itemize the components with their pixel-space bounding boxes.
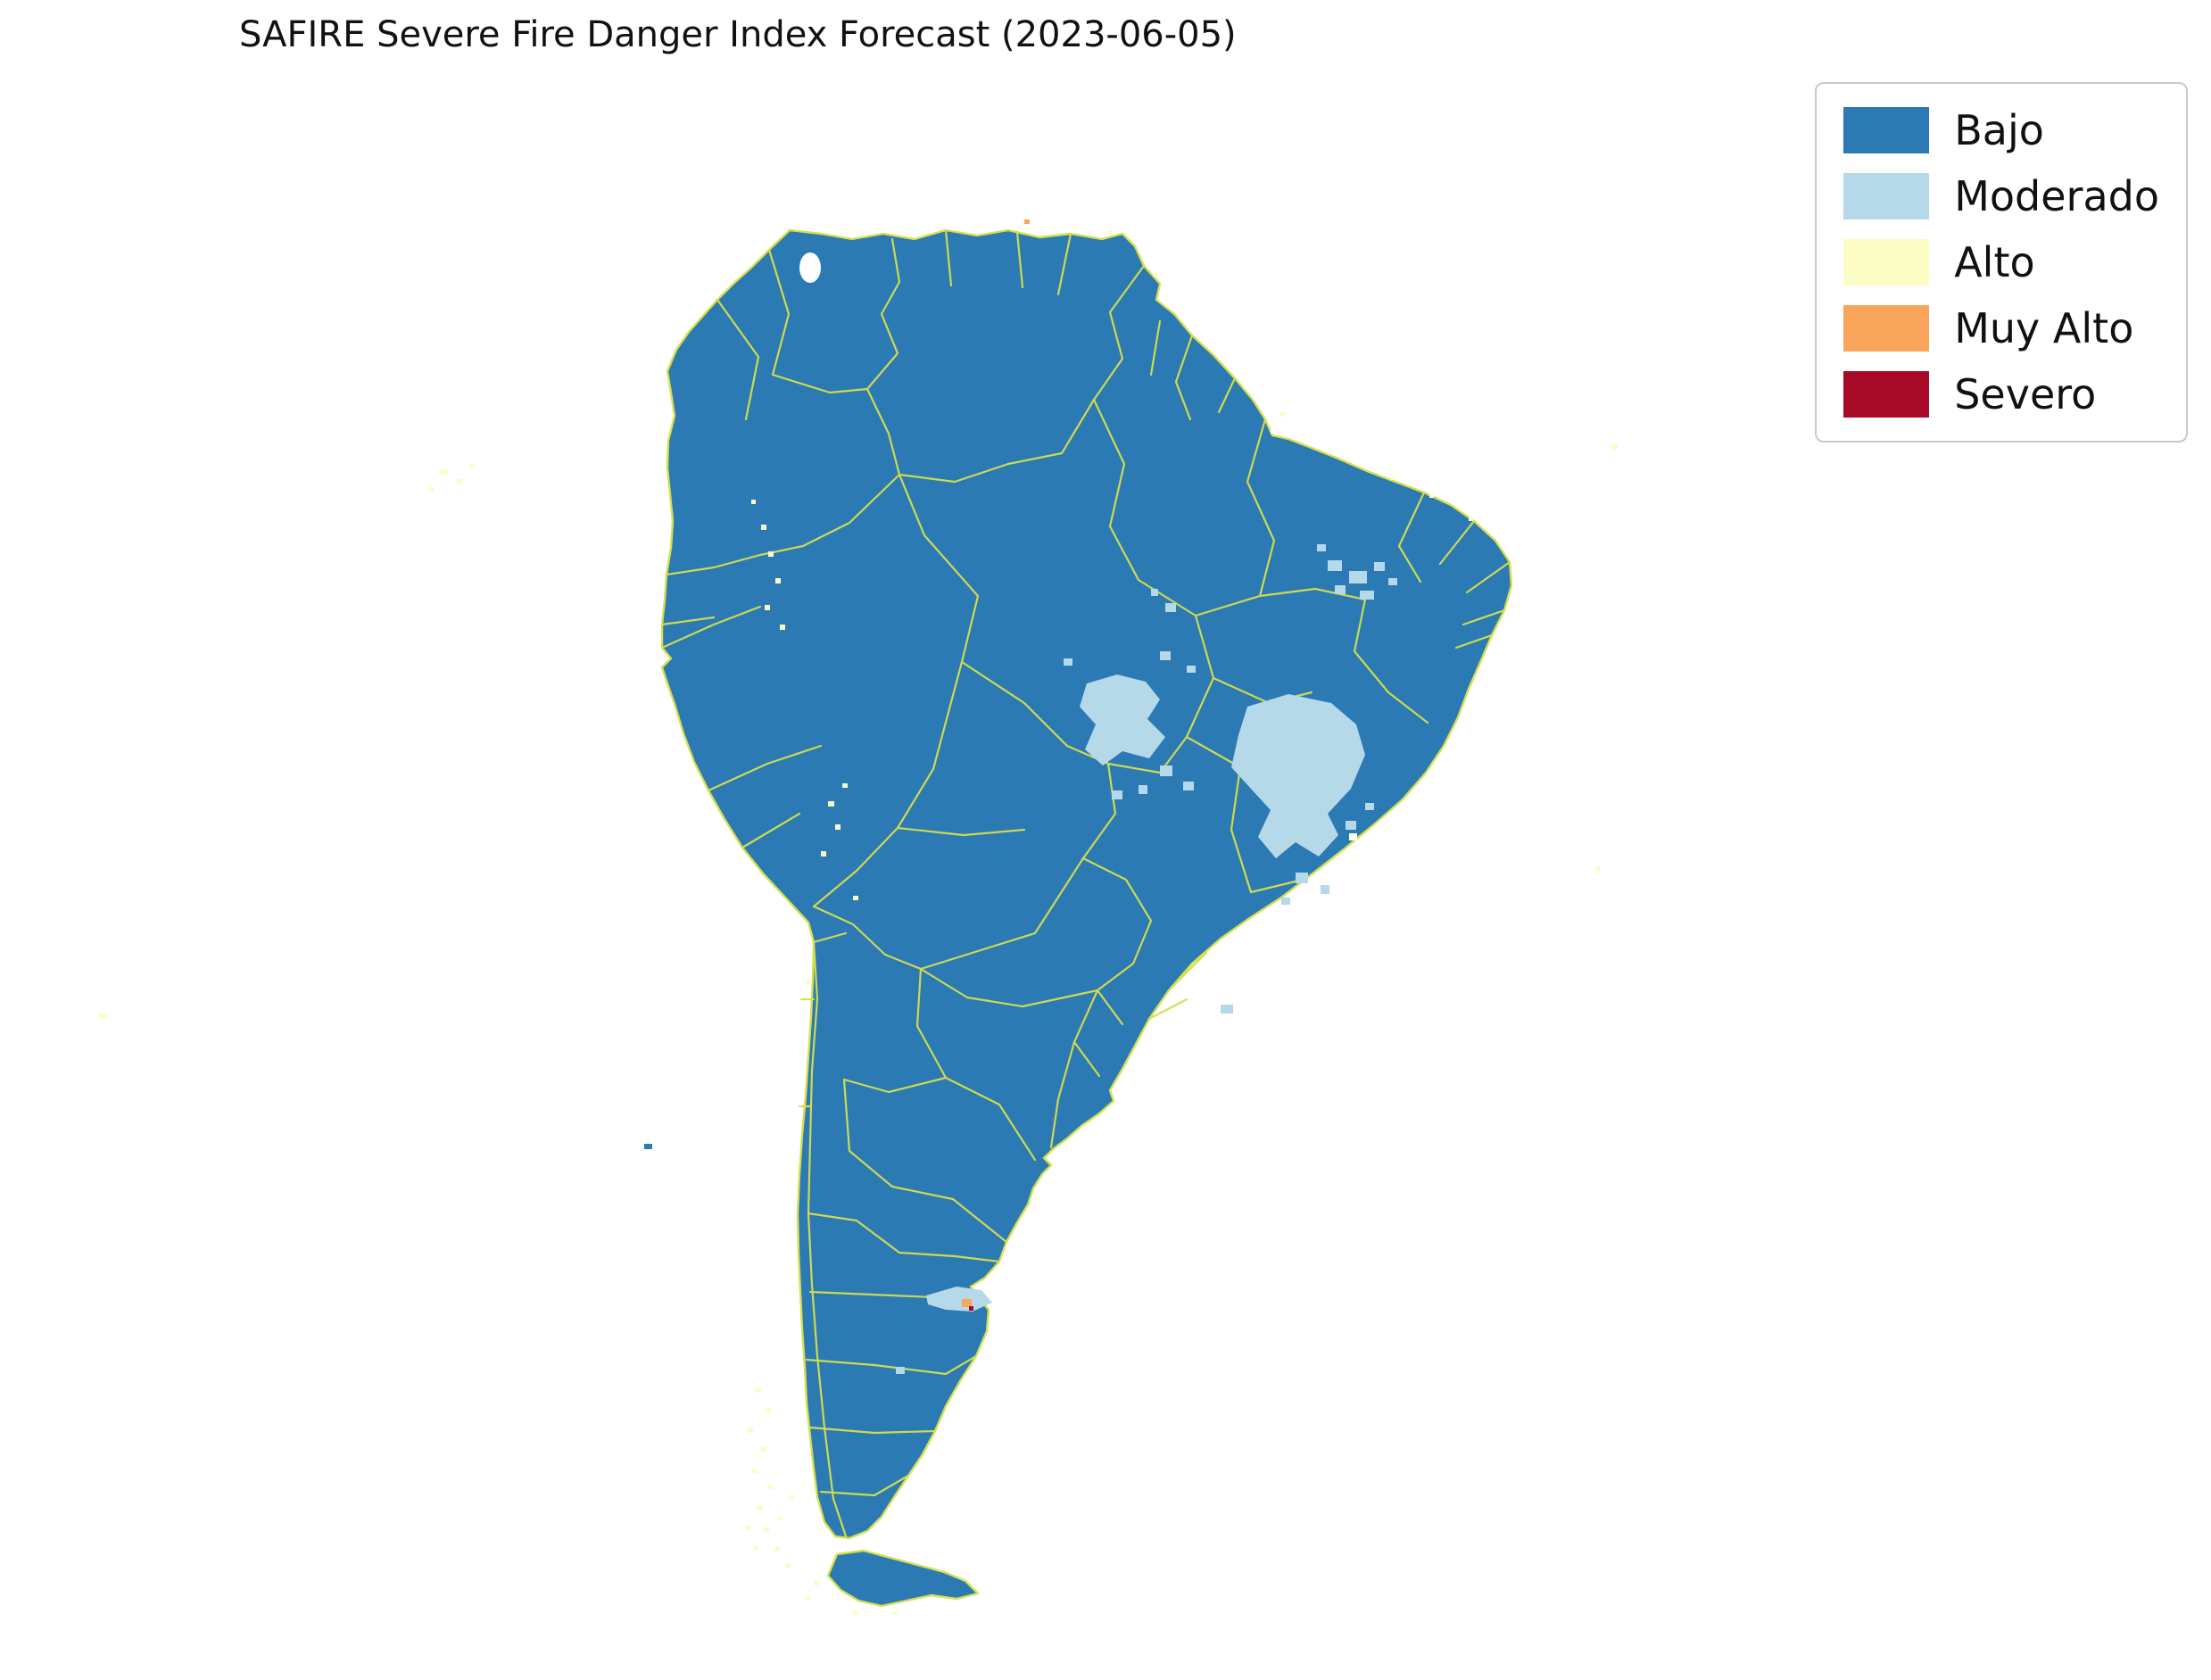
amazon-mouth-gap xyxy=(1271,423,1283,434)
tierra-del-fuego-island xyxy=(826,1549,980,1608)
legend-item-bajo: Bajo xyxy=(1843,107,2159,153)
legend-swatch-muy-alto xyxy=(1843,305,1930,352)
legend-item-alto: Alto xyxy=(1843,239,2159,286)
legend-label-bajo: Bajo xyxy=(1954,106,2044,154)
alto-specks xyxy=(98,221,1618,1615)
legend-label-alto: Alto xyxy=(1954,238,2035,286)
water-bodies xyxy=(799,252,1283,434)
legend-label-moderado: Moderado xyxy=(1954,172,2159,220)
muy-alto-cells xyxy=(962,219,1030,1307)
white-cell xyxy=(1349,833,1357,840)
lake-maracaibo xyxy=(799,252,821,283)
legend: Bajo Moderado Alto Muy Alto Severo xyxy=(1815,82,2188,443)
legend-label-muy-alto: Muy Alto xyxy=(1954,304,2134,352)
figure-title: SAFIRE Severe Fire Danger Index Forecast… xyxy=(239,14,1237,55)
legend-item-severo: Severo xyxy=(1843,371,2159,418)
continent-group xyxy=(644,228,1513,1608)
severo-cells xyxy=(969,1306,973,1311)
legend-item-muy-alto: Muy Alto xyxy=(1843,305,2159,352)
legend-label-severo: Severo xyxy=(1954,370,2097,418)
offshore-island xyxy=(644,1144,652,1149)
moderado-blob-east-brazil xyxy=(1231,694,1365,858)
legend-swatch-moderado xyxy=(1843,173,1930,219)
moderado-coast-argentina xyxy=(926,1287,992,1312)
legend-swatch-alto xyxy=(1843,239,1930,286)
moderado-patches xyxy=(896,544,1397,1374)
moderado-blob-central-brazil xyxy=(1080,674,1165,766)
admin-borders xyxy=(660,228,1511,1538)
legend-swatch-bajo xyxy=(1843,107,1930,153)
continent-shape xyxy=(660,228,1513,1540)
legend-item-moderado: Moderado xyxy=(1843,173,2159,219)
legend-swatch-severo xyxy=(1843,371,1930,418)
